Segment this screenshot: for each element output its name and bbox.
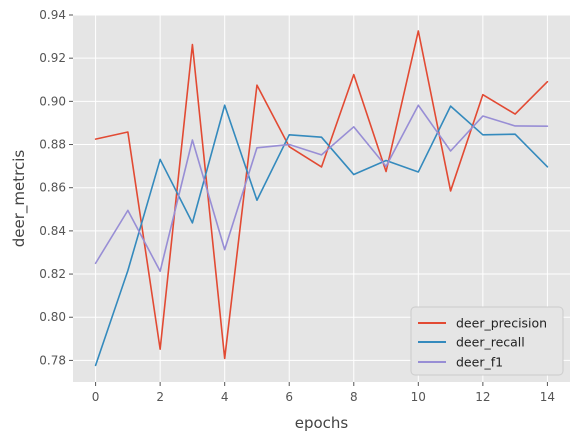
series-lines xyxy=(94,30,549,367)
x-tick-label: 12 xyxy=(475,390,490,404)
x-tick-label: 6 xyxy=(285,390,293,404)
legend-label-deer-recall: deer_recall xyxy=(456,335,525,350)
series-line-deer-recall xyxy=(94,104,549,367)
x-tick-label: 14 xyxy=(540,390,555,404)
x-tick-label: 8 xyxy=(350,390,358,404)
legend-box xyxy=(410,306,564,376)
y-tick-label: 0.94 xyxy=(39,8,66,22)
y-axis-label: deer_metrcis xyxy=(10,150,29,248)
x-axis-ticks: 0 2 4 6 8 10 12 14 xyxy=(92,382,555,404)
y-tick-label: 0.88 xyxy=(39,138,66,152)
x-tick-label: 2 xyxy=(156,390,164,404)
y-tick-label: 0.80 xyxy=(39,310,66,324)
series-line-deer-f1 xyxy=(94,104,549,273)
x-tick-label: 4 xyxy=(221,390,229,404)
x-tick-label: 10 xyxy=(411,390,426,404)
legend-label-deer-precision: deer_precision xyxy=(456,316,547,331)
legend-label-deer-f1: deer_f1 xyxy=(456,355,503,370)
x-axis-label: epochs xyxy=(295,414,349,432)
y-tick-label: 0.90 xyxy=(39,94,66,108)
y-axis-ticks: 0.78 0.80 0.82 0.84 0.86 0.88 0.90 0.92 0.94 xyxy=(39,8,73,367)
x-tick-label: 0 xyxy=(92,390,100,404)
legend: deer_precision deer_recall deer_f1 xyxy=(410,306,564,376)
y-tick-label: 0.82 xyxy=(39,267,66,281)
y-tick-label: 0.92 xyxy=(39,51,66,65)
y-tick-label: 0.78 xyxy=(39,353,66,367)
y-tick-label: 0.86 xyxy=(39,181,66,195)
y-tick-label: 0.84 xyxy=(39,224,66,238)
